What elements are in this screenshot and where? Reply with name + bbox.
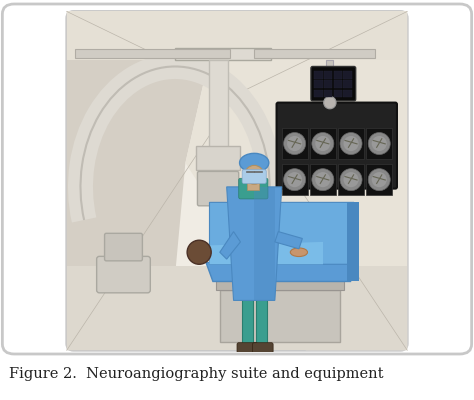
Circle shape bbox=[315, 172, 330, 187]
Circle shape bbox=[340, 132, 362, 154]
Bar bbox=[314, 80, 323, 88]
Bar bbox=[247, 176, 259, 190]
Circle shape bbox=[368, 132, 390, 154]
Bar bbox=[334, 90, 342, 98]
FancyBboxPatch shape bbox=[242, 170, 266, 184]
FancyBboxPatch shape bbox=[237, 343, 258, 353]
Ellipse shape bbox=[245, 165, 264, 184]
Polygon shape bbox=[185, 12, 407, 350]
Polygon shape bbox=[220, 232, 240, 259]
FancyBboxPatch shape bbox=[311, 66, 356, 101]
Circle shape bbox=[312, 169, 334, 191]
Polygon shape bbox=[227, 187, 282, 300]
FancyBboxPatch shape bbox=[276, 103, 397, 189]
Bar bbox=[282, 164, 308, 196]
Circle shape bbox=[287, 136, 302, 151]
Bar bbox=[242, 299, 253, 350]
Bar bbox=[324, 90, 332, 98]
Bar bbox=[343, 90, 352, 98]
FancyBboxPatch shape bbox=[239, 178, 268, 199]
Ellipse shape bbox=[239, 153, 269, 172]
Bar bbox=[254, 49, 374, 58]
Bar bbox=[327, 60, 333, 103]
Circle shape bbox=[283, 132, 306, 154]
Bar bbox=[324, 71, 332, 79]
Bar bbox=[310, 164, 336, 196]
Bar bbox=[347, 202, 359, 282]
Bar bbox=[366, 164, 392, 196]
Bar bbox=[324, 80, 332, 88]
FancyBboxPatch shape bbox=[97, 256, 150, 293]
Bar bbox=[338, 128, 364, 159]
Bar bbox=[334, 80, 342, 88]
Circle shape bbox=[287, 172, 302, 187]
Bar bbox=[282, 128, 308, 159]
Bar bbox=[334, 71, 342, 79]
Circle shape bbox=[315, 136, 330, 151]
Circle shape bbox=[344, 136, 359, 151]
Polygon shape bbox=[210, 242, 323, 264]
FancyBboxPatch shape bbox=[67, 12, 407, 350]
Circle shape bbox=[283, 169, 306, 191]
Bar bbox=[256, 299, 267, 350]
Bar bbox=[366, 128, 392, 159]
Polygon shape bbox=[67, 12, 407, 60]
Bar bbox=[314, 71, 323, 79]
Circle shape bbox=[372, 172, 387, 187]
Polygon shape bbox=[206, 262, 357, 282]
Circle shape bbox=[340, 169, 362, 191]
Bar bbox=[310, 128, 336, 159]
FancyBboxPatch shape bbox=[210, 202, 354, 264]
Polygon shape bbox=[67, 12, 220, 350]
Bar bbox=[254, 187, 275, 300]
Bar bbox=[343, 80, 352, 88]
Circle shape bbox=[368, 169, 390, 191]
Bar bbox=[343, 71, 352, 79]
Bar bbox=[75, 49, 230, 58]
Bar bbox=[220, 290, 340, 342]
Circle shape bbox=[187, 240, 211, 264]
Bar bbox=[210, 60, 228, 152]
Text: Figure 2.  Neuroangiography suite and equipment: Figure 2. Neuroangiography suite and equ… bbox=[9, 366, 384, 381]
Circle shape bbox=[372, 136, 387, 151]
Bar bbox=[338, 164, 364, 196]
Bar bbox=[216, 282, 344, 290]
FancyBboxPatch shape bbox=[105, 233, 142, 261]
Bar bbox=[175, 48, 272, 60]
Circle shape bbox=[312, 132, 334, 154]
Circle shape bbox=[344, 172, 359, 187]
Ellipse shape bbox=[290, 248, 308, 256]
Circle shape bbox=[324, 96, 336, 109]
Bar bbox=[314, 90, 323, 98]
FancyBboxPatch shape bbox=[198, 171, 239, 206]
Polygon shape bbox=[275, 232, 302, 249]
Bar bbox=[196, 146, 240, 170]
Polygon shape bbox=[67, 266, 407, 350]
FancyBboxPatch shape bbox=[253, 343, 273, 353]
